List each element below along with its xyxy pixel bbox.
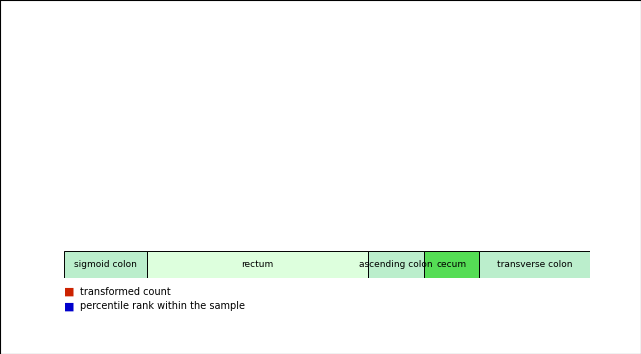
Bar <box>153 85 169 218</box>
Text: GSM234923: GSM234923 <box>267 220 276 265</box>
Text: GSM234912: GSM234912 <box>461 220 470 265</box>
Bar <box>479 251 590 278</box>
Bar <box>147 218 175 250</box>
Bar <box>92 218 119 250</box>
Bar <box>119 218 147 250</box>
Text: GSM234926: GSM234926 <box>156 220 165 265</box>
Bar <box>424 251 479 278</box>
Text: GSM234910: GSM234910 <box>101 220 110 265</box>
Bar <box>147 251 369 278</box>
Text: GSM234911: GSM234911 <box>184 220 193 265</box>
Bar <box>285 218 313 250</box>
Text: ■: ■ <box>64 287 74 297</box>
Bar <box>424 218 451 250</box>
Bar <box>485 175 501 218</box>
Text: GSM234917: GSM234917 <box>488 220 497 265</box>
Bar <box>451 218 479 250</box>
Bar <box>125 175 142 218</box>
Text: GSM234914: GSM234914 <box>212 220 221 265</box>
Text: GSM234918: GSM234918 <box>405 220 414 265</box>
Text: GSM234919: GSM234919 <box>433 220 442 265</box>
Bar <box>429 76 446 218</box>
Bar <box>562 218 590 250</box>
Bar <box>540 133 556 218</box>
Bar <box>346 133 363 218</box>
Bar <box>507 218 535 250</box>
Text: GSM234920: GSM234920 <box>516 220 525 265</box>
Bar <box>70 217 87 218</box>
Bar <box>258 218 285 250</box>
Bar <box>291 136 308 218</box>
Bar <box>402 76 418 218</box>
Text: percentile rank within the sample: percentile rank within the sample <box>80 301 245 311</box>
Bar <box>175 218 203 250</box>
Text: GSM234924: GSM234924 <box>295 220 304 265</box>
Bar <box>457 70 474 218</box>
Bar <box>208 131 224 218</box>
Bar <box>374 150 390 218</box>
Text: GDS3141 / 208188_at: GDS3141 / 208188_at <box>64 16 217 29</box>
Bar <box>567 121 584 218</box>
Text: GSM234927: GSM234927 <box>350 220 359 265</box>
Bar <box>203 218 230 250</box>
Bar <box>64 218 92 250</box>
Text: ascending colon: ascending colon <box>359 260 433 269</box>
Bar <box>180 121 197 218</box>
Bar <box>230 218 258 250</box>
Bar <box>396 218 424 250</box>
Bar <box>97 78 114 218</box>
Bar <box>319 135 335 218</box>
Bar <box>369 218 396 250</box>
Text: GSM234916: GSM234916 <box>129 220 138 265</box>
Text: sigmoid colon: sigmoid colon <box>74 260 137 269</box>
Text: GSM234922: GSM234922 <box>571 220 580 265</box>
Bar <box>512 63 529 218</box>
Bar <box>341 218 369 250</box>
Text: GSM234913: GSM234913 <box>378 220 387 265</box>
Bar <box>263 133 280 218</box>
Text: GSM234925: GSM234925 <box>322 220 331 265</box>
Bar <box>535 218 562 250</box>
Bar <box>479 218 507 250</box>
Text: cecum: cecum <box>437 260 467 269</box>
Bar <box>236 169 252 218</box>
Text: transverse colon: transverse colon <box>497 260 572 269</box>
Text: rectum: rectum <box>242 260 274 269</box>
Text: GSM234921: GSM234921 <box>544 220 553 265</box>
Bar <box>64 251 147 278</box>
Text: GSM234915: GSM234915 <box>240 220 249 265</box>
Text: GSM234909: GSM234909 <box>74 220 83 265</box>
Bar <box>313 218 341 250</box>
Text: ■: ■ <box>64 301 74 311</box>
Bar <box>369 251 424 278</box>
Text: transformed count: transformed count <box>80 287 171 297</box>
